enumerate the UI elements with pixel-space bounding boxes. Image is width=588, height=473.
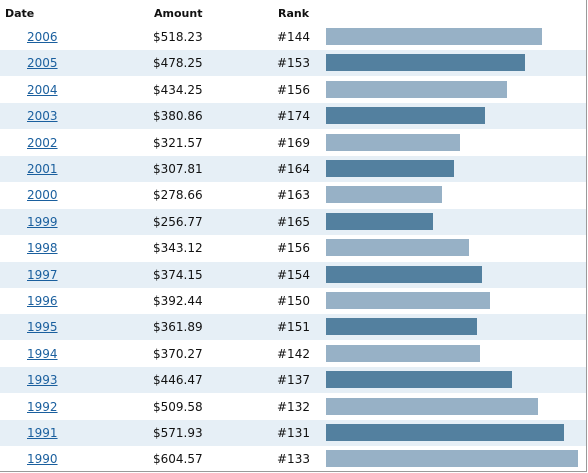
year-link[interactable]: 1996 (27, 294, 58, 308)
year-link[interactable]: 1990 (27, 452, 58, 467)
year-link[interactable]: 1992 (27, 399, 58, 414)
amount-value: $380.86 (153, 109, 203, 124)
year-link[interactable]: 2005 (27, 56, 58, 71)
amount-value: $321.57 (153, 135, 203, 150)
amount-value: $509.58 (153, 399, 203, 414)
table-row: 2005 $478.25 #153 (0, 50, 586, 77)
rank-value: #164 (277, 162, 310, 176)
amount-value: $446.47 (153, 373, 203, 388)
year-link[interactable]: 2000 (27, 188, 58, 203)
year-link[interactable]: 1997 (27, 267, 58, 282)
rank-value: #150 (277, 294, 310, 308)
rank-value: #156 (277, 241, 310, 256)
amount-value: $361.89 (153, 320, 203, 335)
rank-value: #137 (277, 373, 310, 388)
amount-value: $370.27 (153, 346, 203, 361)
amount-bar (326, 160, 454, 177)
amount-bar (326, 265, 482, 283)
year-link[interactable]: 1995 (27, 320, 58, 335)
amount-bar (326, 318, 477, 336)
rank-value: #133 (277, 452, 310, 467)
rank-value: #174 (277, 109, 310, 124)
amount-bar (326, 371, 512, 389)
amount-value: $604.57 (153, 452, 203, 467)
rank-value: #151 (277, 320, 310, 335)
table-row: 1999 $256.77 #165 (0, 208, 586, 235)
year-link[interactable]: 1991 (27, 426, 58, 440)
amount-bar (326, 424, 564, 441)
table-row: 1994 $370.27 #142 (0, 341, 586, 367)
amount-bar (326, 28, 542, 45)
amount-bar (326, 54, 525, 72)
rank-value: #144 (277, 30, 310, 44)
amount-bar (326, 292, 490, 309)
year-link[interactable]: 2001 (27, 162, 58, 176)
rank-column-header: Rank (278, 7, 310, 20)
table-row: 2003 $380.86 #174 (0, 103, 586, 130)
date-column-header: Date (5, 7, 35, 20)
amount-column-header: Amount (154, 7, 203, 20)
amount-bar (326, 80, 507, 98)
amount-value: $434.25 (153, 82, 203, 97)
amount-bar (326, 107, 485, 125)
amount-bar (326, 450, 578, 468)
rank-value: #142 (277, 346, 310, 361)
table-row: 1997 $374.15 #154 (0, 261, 586, 288)
amount-value: $374.15 (153, 267, 203, 282)
table-row: 1990 $604.57 #133 (0, 446, 586, 472)
rank-value: #165 (277, 214, 310, 229)
amount-value: $571.93 (153, 426, 203, 440)
table-row: 2000 $278.66 #163 (0, 182, 586, 208)
rank-value: #131 (277, 426, 310, 440)
year-link[interactable]: 2006 (27, 30, 58, 44)
year-link[interactable]: 1993 (27, 373, 58, 388)
table-row: 2001 $307.81 #164 (0, 156, 586, 182)
table-row: 1996 $392.44 #150 (0, 288, 586, 314)
table-row: 2002 $321.57 #169 (0, 130, 586, 156)
amount-value: $392.44 (153, 294, 203, 308)
rank-value: #163 (277, 188, 310, 203)
rank-value: #156 (277, 82, 310, 97)
table-row: 2006 $518.23 #144 (0, 24, 586, 50)
year-link[interactable]: 1994 (27, 346, 58, 361)
table-row: 1995 $361.89 #151 (0, 314, 586, 341)
amount-bar (326, 186, 442, 204)
table-row: 1993 $446.47 #137 (0, 367, 586, 394)
table-row: 2004 $434.25 #156 (0, 77, 586, 103)
rank-value: #153 (277, 56, 310, 71)
amount-value: $343.12 (153, 241, 203, 256)
rank-value: #169 (277, 135, 310, 150)
rank-value: #154 (277, 267, 310, 282)
year-link[interactable]: 2003 (27, 109, 58, 124)
amount-value: $256.77 (153, 214, 203, 229)
amount-value: $518.23 (153, 30, 203, 44)
amount-bar (326, 133, 460, 151)
amount-bar (326, 397, 538, 415)
year-link[interactable]: 2004 (27, 82, 58, 97)
table-row: 1998 $343.12 #156 (0, 235, 586, 261)
table-row: 1992 $509.58 #132 (0, 394, 586, 420)
amount-bar (326, 212, 433, 230)
table-row: 1991 $571.93 #131 (0, 420, 586, 446)
year-link[interactable]: 2002 (27, 135, 58, 150)
amount-value: $478.25 (153, 56, 203, 71)
year-link[interactable]: 1999 (27, 214, 58, 229)
amount-bar (326, 239, 469, 257)
rank-value: #132 (277, 399, 310, 414)
table-header: Date Amount Rank (0, 0, 586, 26)
amount-bar (326, 344, 480, 362)
amount-value: $278.66 (153, 188, 203, 203)
year-link[interactable]: 1998 (27, 241, 58, 256)
amount-value: $307.81 (153, 162, 203, 176)
